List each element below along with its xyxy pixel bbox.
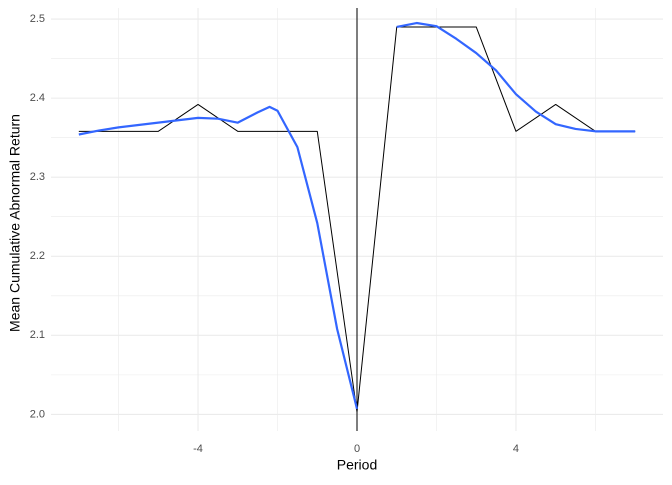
y-tick-label: 2.5 xyxy=(30,13,45,25)
y-tick-label: 2.4 xyxy=(30,92,45,104)
y-tick-label: 2.2 xyxy=(30,250,45,262)
x-tick-label: -4 xyxy=(193,443,203,455)
x-tick-label: 0 xyxy=(354,443,360,455)
y-tick-label: 2.1 xyxy=(30,329,45,341)
series-line xyxy=(78,26,636,413)
y-axis-title: Mean Cumulative Abnormal Return xyxy=(7,114,23,332)
x-axis-title: Period xyxy=(337,457,377,473)
y-tick-label: 2.0 xyxy=(30,408,45,420)
x-tick-label: 4 xyxy=(513,443,519,455)
y-tick-label: 2.3 xyxy=(30,171,45,183)
series-line xyxy=(78,21,636,410)
